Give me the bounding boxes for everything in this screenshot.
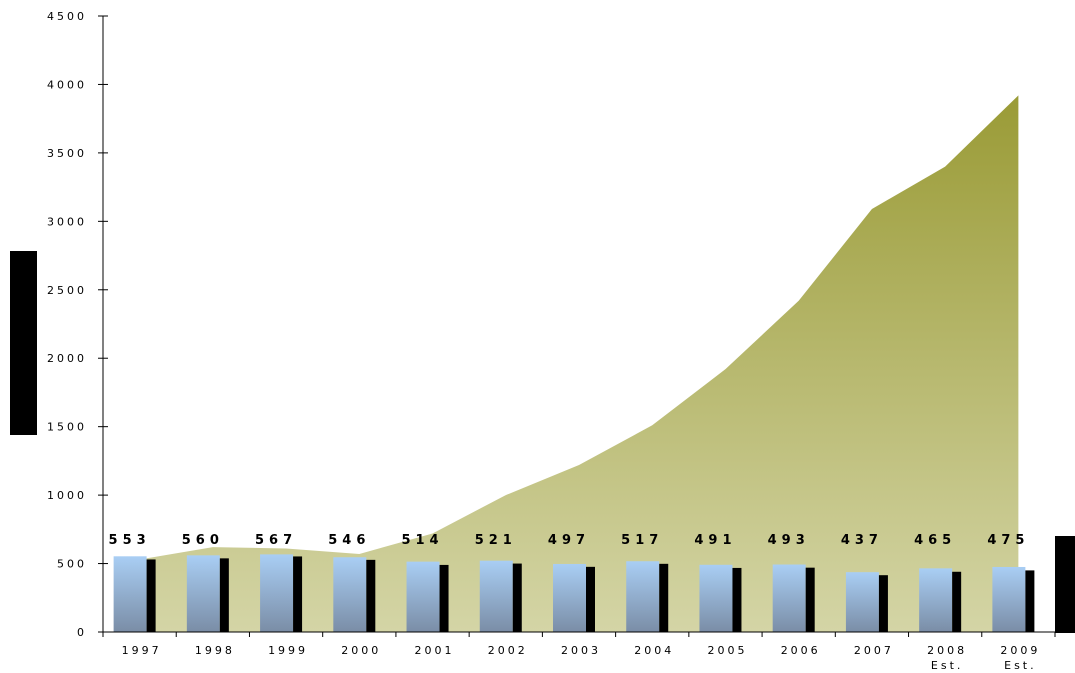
x-tick-label-6: 2003 [561, 644, 601, 657]
left-axis-title-block [10, 251, 37, 435]
bar-9 [772, 564, 806, 632]
bar-black-3 [366, 559, 376, 632]
bar-black-12 [1025, 570, 1035, 632]
data-label-7: 517 [621, 533, 663, 548]
data-label-0: 553 [109, 533, 151, 548]
x-tick-label-5: 2002 [488, 644, 528, 657]
bar-black-7 [659, 563, 669, 632]
bar-0 [113, 556, 147, 632]
x-tick-label-2: 1999 [268, 644, 308, 657]
bar-7 [626, 561, 660, 632]
bar-6 [553, 563, 586, 632]
y-tick-label-3: 1500 [47, 421, 87, 434]
bar-11 [919, 568, 953, 632]
bar-black-1 [219, 558, 229, 632]
data-label-2: 567 [255, 533, 297, 548]
y-tick-label-8: 4000 [47, 78, 87, 91]
x-tick-label-12: 2009 [1000, 644, 1040, 657]
bar-black-11 [952, 571, 962, 632]
y-tick-label-0: 0 [77, 626, 87, 639]
y-tick-label-4: 2000 [47, 352, 87, 365]
bar-12 [992, 566, 1026, 632]
bar-8 [699, 564, 733, 632]
area-layer [139, 95, 1019, 632]
data-label-4: 514 [401, 533, 443, 548]
bar-black-2 [293, 556, 303, 632]
data-label-1: 560 [182, 533, 224, 548]
area-series [139, 95, 1019, 632]
x-tick-label-12-line1: Est. [1004, 659, 1037, 672]
y-tick-label-1: 500 [57, 558, 87, 571]
y-tick-label-7: 3500 [47, 147, 87, 160]
data-label-5: 521 [475, 533, 517, 548]
bar-layer [113, 554, 1035, 632]
data-label-3: 546 [328, 533, 370, 548]
x-tick-label-4: 2001 [415, 644, 455, 657]
x-tick-label-11: 2008 [927, 644, 967, 657]
bar-black-8 [732, 567, 742, 632]
bar-4 [406, 561, 440, 632]
bar-10 [845, 572, 879, 632]
data-label-6: 497 [548, 533, 590, 548]
bar-black-6 [586, 566, 595, 632]
data-label-8: 491 [694, 533, 736, 548]
bar-black-4 [439, 564, 449, 632]
x-tick-label-11-line1: Est. [931, 659, 964, 672]
y-tick-label-6: 3000 [47, 215, 87, 228]
right-legend-block [1055, 536, 1075, 633]
data-label-11: 465 [914, 533, 956, 548]
x-tick-label-8: 2005 [707, 644, 747, 657]
bar-1 [186, 555, 220, 632]
x-tick-label-10: 2007 [854, 644, 894, 657]
bar-3 [333, 557, 367, 632]
bar-black-10 [878, 575, 888, 632]
axes: 0 500 1000 1500 2000 2500 3000 3500 4000 4500 1997… [47, 10, 1056, 672]
x-tick-label-0: 1997 [122, 644, 162, 657]
data-label-10: 437 [841, 533, 883, 548]
data-label-12: 475 [987, 533, 1029, 548]
bar-black-0 [146, 559, 156, 632]
bar-black-9 [805, 567, 815, 632]
x-tick-label-3: 2000 [341, 644, 381, 657]
y-tick-label-9: 4500 [47, 10, 87, 23]
y-tick-label-2: 1000 [47, 489, 87, 502]
bar-black-5 [512, 563, 522, 632]
x-tick-label-1: 1998 [195, 644, 235, 657]
x-tick-label-9: 2006 [781, 644, 821, 657]
x-tick-label-7: 2004 [634, 644, 674, 657]
y-tick-label-5: 2500 [47, 284, 87, 297]
data-label-9: 493 [768, 533, 810, 548]
bar-5 [479, 560, 513, 632]
data-labels: 553 560 567 546 514 521 497 517 491 493 437 465 475 [109, 533, 1029, 548]
bar-2 [260, 554, 294, 632]
